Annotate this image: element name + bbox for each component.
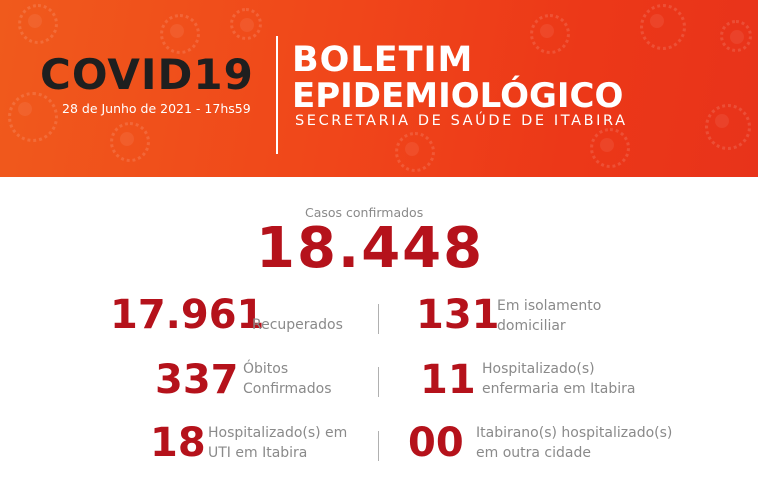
header-divider <box>276 36 278 154</box>
covid19-title: COVID19 <box>40 50 254 99</box>
virus-icon <box>18 4 58 44</box>
ward-hospitalized-label-line1: Hospitalizado(s) <box>482 361 595 377</box>
deaths-label-line2: Confirmados <box>243 381 332 397</box>
health-department-subheading: SECRETARIA DE SAÚDE DE ITABIRA <box>295 113 628 129</box>
row1-separator <box>378 304 379 334</box>
virus-icon <box>720 20 752 52</box>
confirmed-cases-label: Casos confirmados <box>305 205 424 220</box>
recovered-label: Recuperados <box>252 317 343 333</box>
header-banner: COVID19 28 de Junho de 2021 - 17hs59 BOL… <box>0 0 758 177</box>
virus-icon <box>705 104 751 150</box>
virus-icon <box>160 14 200 54</box>
home-isolation-label-line1: Em isolamento <box>497 298 602 314</box>
icu-hospitalized-label-line2: UTI em Itabira <box>208 445 308 461</box>
virus-icon <box>590 128 630 168</box>
recovered-value: 17.961 <box>110 292 265 338</box>
bulletin-heading: BOLETIM <box>292 40 474 80</box>
row3-separator <box>378 431 379 461</box>
home-isolation-value: 131 <box>416 292 500 338</box>
ward-hospitalized-label-line2: enfermaria em Itabira <box>482 381 636 397</box>
virus-icon <box>8 92 58 142</box>
virus-icon <box>640 4 686 50</box>
other-city-hospitalized-value: 00 <box>408 420 464 466</box>
other-city-hospitalized-label-line1: Itabirano(s) hospitalizado(s) <box>476 425 673 441</box>
virus-icon <box>110 122 150 162</box>
deaths-value: 337 <box>155 357 239 403</box>
epidemiological-heading: EPIDEMIOLÓGICO <box>292 76 624 116</box>
row2-separator <box>378 367 379 397</box>
icu-hospitalized-label-line1: Hospitalizado(s) em <box>208 425 348 441</box>
report-date: 28 de Junho de 2021 - 17hs59 <box>62 101 251 116</box>
deaths-label-line1: Óbitos <box>243 361 289 377</box>
virus-icon <box>395 132 435 172</box>
virus-icon <box>230 8 262 40</box>
confirmed-cases-value: 18.448 <box>256 216 485 281</box>
virus-icon <box>530 14 570 54</box>
other-city-hospitalized-label-line2: em outra cidade <box>476 445 591 461</box>
icu-hospitalized-value: 18 <box>150 420 206 466</box>
home-isolation-label-line2: domiciliar <box>497 318 566 334</box>
ward-hospitalized-value: 11 <box>420 357 476 403</box>
